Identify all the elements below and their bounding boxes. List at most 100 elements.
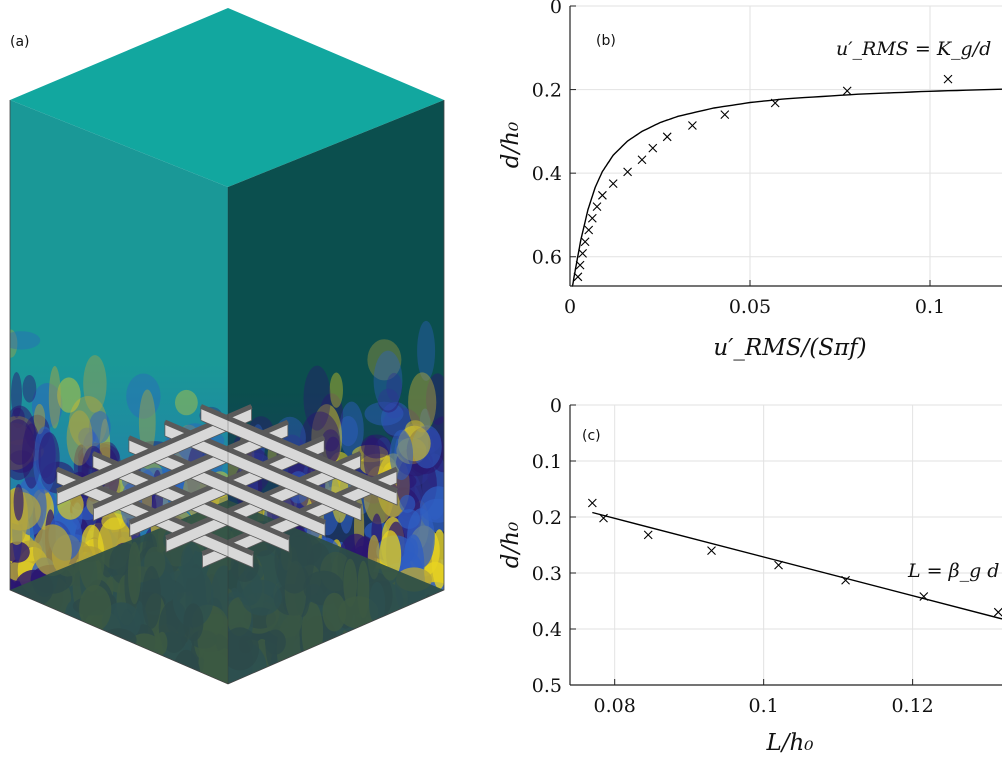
turbulence-blob — [126, 373, 161, 419]
data-point — [774, 560, 783, 570]
turbulence-blob — [48, 366, 61, 429]
tick-label-y: 0.2 — [532, 507, 562, 529]
data-point — [643, 530, 653, 540]
turbulence-blob — [175, 389, 198, 416]
data-point — [578, 249, 587, 258]
data-point — [842, 86, 852, 96]
turbulence-blob — [408, 372, 437, 433]
turbulence-blob — [57, 377, 81, 413]
panel-label-c: (c) — [582, 428, 601, 444]
turbulence-blob — [38, 432, 60, 485]
data-point — [623, 167, 632, 177]
tick-label-x: 0.08 — [594, 695, 636, 717]
chart-c: 0.08 0.1 0.12 0 0.1 0.2 0.3 0.4 0.5 (c) L = β_g … — [498, 395, 1002, 756]
bottom-face — [10, 500, 444, 684]
turbulence-blob — [303, 365, 331, 431]
turbulence-blob — [426, 373, 444, 425]
fit-line-c — [592, 511, 1002, 620]
turbulence-blob — [10, 541, 30, 563]
data-point — [688, 121, 697, 130]
tick-label-y: 0.2 — [532, 80, 562, 102]
tick-label-y: 0 — [550, 395, 562, 417]
top-face — [10, 8, 444, 187]
tick-label-y: 0.5 — [532, 675, 562, 697]
turbulence-blob — [10, 419, 36, 481]
annotation-c: L = β_g d — [907, 560, 999, 582]
turbulence-blob — [398, 509, 420, 529]
grid-bar-top — [199, 404, 399, 494]
xlabel-b: u′_RMS/(Sπf) — [713, 335, 866, 361]
turbulence-blob — [367, 339, 402, 381]
turbulence-blob — [22, 375, 37, 403]
turbulence-blob — [338, 416, 359, 447]
turbulence-blob — [386, 372, 403, 402]
turbulence-blob — [10, 329, 18, 358]
oscillating-grid — [55, 404, 399, 569]
data-point — [770, 98, 780, 108]
turbulence-blob — [321, 429, 340, 452]
tick-label-y: 0.4 — [532, 619, 562, 641]
data-point — [573, 272, 583, 282]
turbulence-blob — [234, 678, 263, 684]
turbulence-blob — [10, 331, 41, 350]
data-point — [592, 202, 602, 211]
data-point — [598, 190, 607, 200]
turbulence-blob — [417, 320, 436, 381]
data-point — [720, 110, 730, 120]
turbulence-blob — [150, 651, 161, 679]
turbulence-blob — [296, 649, 324, 676]
tick-label-y: 0 — [550, 0, 562, 18]
turbulence-blob — [83, 355, 107, 413]
turbulence-blob — [33, 403, 46, 435]
tick-label-x: 0.1 — [915, 296, 945, 318]
data-point — [662, 132, 672, 142]
data-point — [993, 607, 1002, 617]
turbulence-blob — [364, 401, 404, 426]
data-point — [707, 546, 716, 555]
turbulence-blob — [66, 410, 93, 466]
data-point — [575, 260, 585, 270]
data-point — [587, 213, 597, 223]
turbulence-blob — [101, 513, 127, 530]
data-point — [648, 143, 658, 153]
turbulence-blob — [10, 590, 28, 630]
turbulence-blob — [319, 393, 344, 435]
data-point — [580, 237, 590, 247]
tick-label-y: 0.1 — [532, 451, 562, 473]
tick-label-x: 0.1 — [749, 695, 779, 717]
turbulence-blob — [373, 350, 403, 411]
tick-label-x: 0.12 — [891, 695, 933, 717]
ylabel-c: d/h₀ — [498, 522, 524, 569]
data-point — [584, 225, 594, 235]
fit-curve-b — [571, 88, 1002, 287]
data-point — [599, 513, 608, 523]
turbulence-blob — [325, 436, 341, 462]
tick-label-y: 0.6 — [532, 247, 562, 269]
data-point — [943, 74, 953, 84]
turbulence-blob — [339, 401, 364, 458]
turbulence-blob — [103, 634, 127, 668]
ylabel-b: d/h₀ — [498, 122, 524, 169]
data-point — [587, 498, 597, 508]
turbulence-blob — [329, 372, 343, 408]
simulation-render: (a) — [9, 8, 445, 685]
turbulence-blob — [66, 618, 81, 651]
panel-label-a: (a) — [10, 34, 30, 50]
tick-label-y: 0.3 — [532, 563, 562, 585]
data-point — [637, 155, 647, 165]
chart-b: 0 0.05 0.1 0 0.2 0.4 0.6 (b) u′_RMS = K_g/d u′… — [498, 0, 1002, 361]
turbulence-blob — [372, 615, 399, 648]
turbulence-blob — [422, 594, 435, 638]
turbulence-blob — [138, 389, 156, 456]
data-point — [919, 592, 929, 601]
data-point — [608, 179, 618, 189]
data-point — [841, 575, 850, 585]
turbulence-blob — [13, 484, 24, 521]
tick-label-y: 0.4 — [532, 163, 562, 185]
panel-label-b: (b) — [596, 33, 616, 49]
tick-label-x: 0 — [564, 296, 576, 318]
turbulence-blob — [32, 524, 72, 576]
turbulence-blob — [377, 388, 400, 413]
turbulence-blob — [412, 599, 444, 621]
turbulence-blob — [399, 494, 416, 513]
